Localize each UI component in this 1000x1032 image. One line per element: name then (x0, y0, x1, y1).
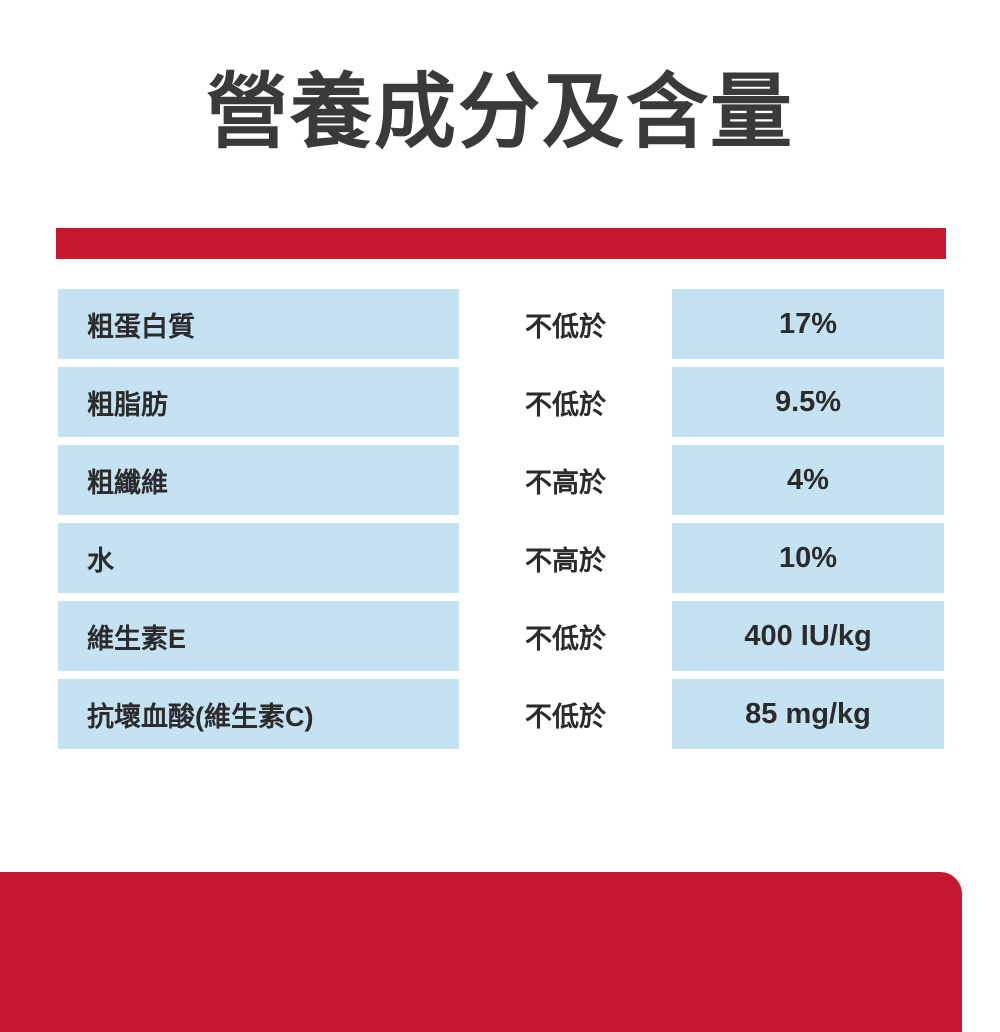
nutrient-value-label: 17% (778, 307, 838, 340)
nutrient-condition-cell: 不低於 (459, 367, 672, 437)
nutrient-condition-label: 不低於 (525, 701, 606, 732)
bottom-red-panel (0, 872, 962, 1032)
nutrient-condition-label: 不低於 (525, 389, 606, 420)
nutrient-name-cell: 粗蛋白質 (58, 289, 459, 359)
nutrient-condition-cell: 不低於 (459, 289, 672, 359)
nutrient-value-label: 10% (778, 541, 838, 574)
nutrient-value-cell: 400 IU/kg (672, 601, 944, 671)
nutrient-value-label: 4% (787, 463, 829, 496)
nutrient-name-cell: 粗脂肪 (58, 367, 459, 437)
nutrient-value-label: 400 IU/kg (744, 619, 872, 652)
table-row: 粗脂肪 不低於 9.5% (0, 367, 1000, 437)
table-row: 粗纖維 不高於 4% (0, 445, 1000, 515)
nutrient-name-label: 抗壞血酸(維生素C) (87, 701, 314, 732)
nutrient-condition-label: 不低於 (525, 623, 606, 654)
nutrition-table: 粗蛋白質 不低於 17% 粗脂肪 不低於 9.5% 粗纖維 不高於 4% (0, 289, 1000, 757)
nutrient-value-cell: 85 mg/kg (672, 679, 944, 749)
nutrient-value-label: 85 mg/kg (745, 697, 871, 730)
nutrient-value-cell: 4% (672, 445, 944, 515)
nutrient-name-label: 水 (87, 545, 114, 576)
nutrient-condition-cell: 不高於 (459, 445, 672, 515)
page-title: 營養成分及含量 (205, 67, 794, 158)
nutrient-value-label: 9.5% (774, 385, 842, 418)
nutrient-name-label: 粗蛋白質 (87, 311, 195, 342)
table-row: 粗蛋白質 不低於 17% (0, 289, 1000, 359)
nutrient-condition-cell: 不低於 (459, 679, 672, 749)
nutrient-name-cell: 水 (58, 523, 459, 593)
nutrient-condition-cell: 不低於 (459, 601, 672, 671)
title-underline-rule (56, 228, 946, 259)
nutrient-condition-label: 不高於 (525, 545, 606, 576)
nutrient-name-label: 粗纖維 (87, 467, 168, 498)
nutrient-name-cell: 抗壞血酸(維生素C) (58, 679, 459, 749)
nutrient-value-cell: 10% (672, 523, 944, 593)
nutrient-name-cell: 粗纖維 (58, 445, 459, 515)
table-row: 抗壞血酸(維生素C) 不低於 85 mg/kg (0, 679, 1000, 749)
nutrient-condition-label: 不低於 (525, 311, 606, 342)
nutrient-name-label: 粗脂肪 (87, 389, 168, 420)
nutrient-name-label: 維生素E (87, 623, 187, 654)
table-row: 維生素E 不低於 400 IU/kg (0, 601, 1000, 671)
nutrient-name-cell: 維生素E (58, 601, 459, 671)
nutrient-value-cell: 17% (672, 289, 944, 359)
nutrient-value-cell: 9.5% (672, 367, 944, 437)
nutrient-condition-label: 不高於 (525, 467, 606, 498)
table-row: 水 不高於 10% (0, 523, 1000, 593)
nutrient-condition-cell: 不高於 (459, 523, 672, 593)
